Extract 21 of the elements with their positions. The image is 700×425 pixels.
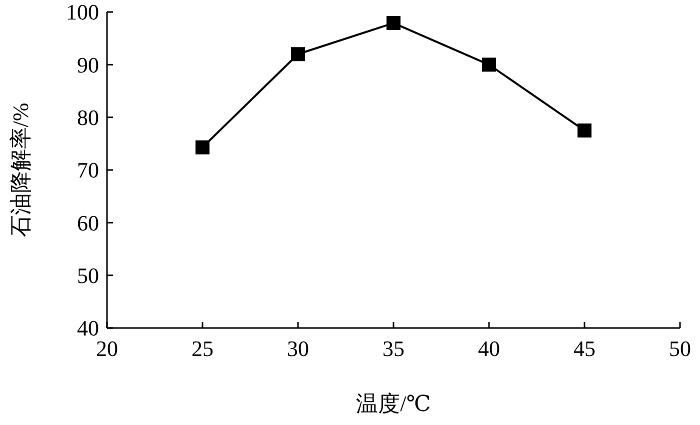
x-tick-label: 30 <box>287 336 309 361</box>
x-tick-label: 20 <box>96 336 118 361</box>
point <box>386 16 400 30</box>
x-tick-label: 50 <box>669 336 691 361</box>
y-tick-label: 90 <box>77 52 99 78</box>
point <box>291 47 305 62</box>
y-tick-label: 100 <box>66 0 99 25</box>
x-tick-label: 35 <box>382 336 404 361</box>
x-tick-label: 40 <box>478 336 500 361</box>
point <box>196 140 210 154</box>
y-tick-label: 60 <box>77 210 99 236</box>
point <box>578 124 592 138</box>
x-tick-label: 25 <box>192 336 214 361</box>
x-axis-title: 温度/℃ <box>356 391 431 416</box>
x-tick-label: 45 <box>574 336 596 361</box>
y-tick-label: 40 <box>77 316 99 341</box>
point <box>482 58 496 72</box>
y-axis-title: 石油降解率/% <box>8 102 33 238</box>
y-tick-label: 70 <box>77 158 99 183</box>
y-tick-label: 80 <box>77 105 99 130</box>
y-tick-label: 50 <box>77 263 99 288</box>
